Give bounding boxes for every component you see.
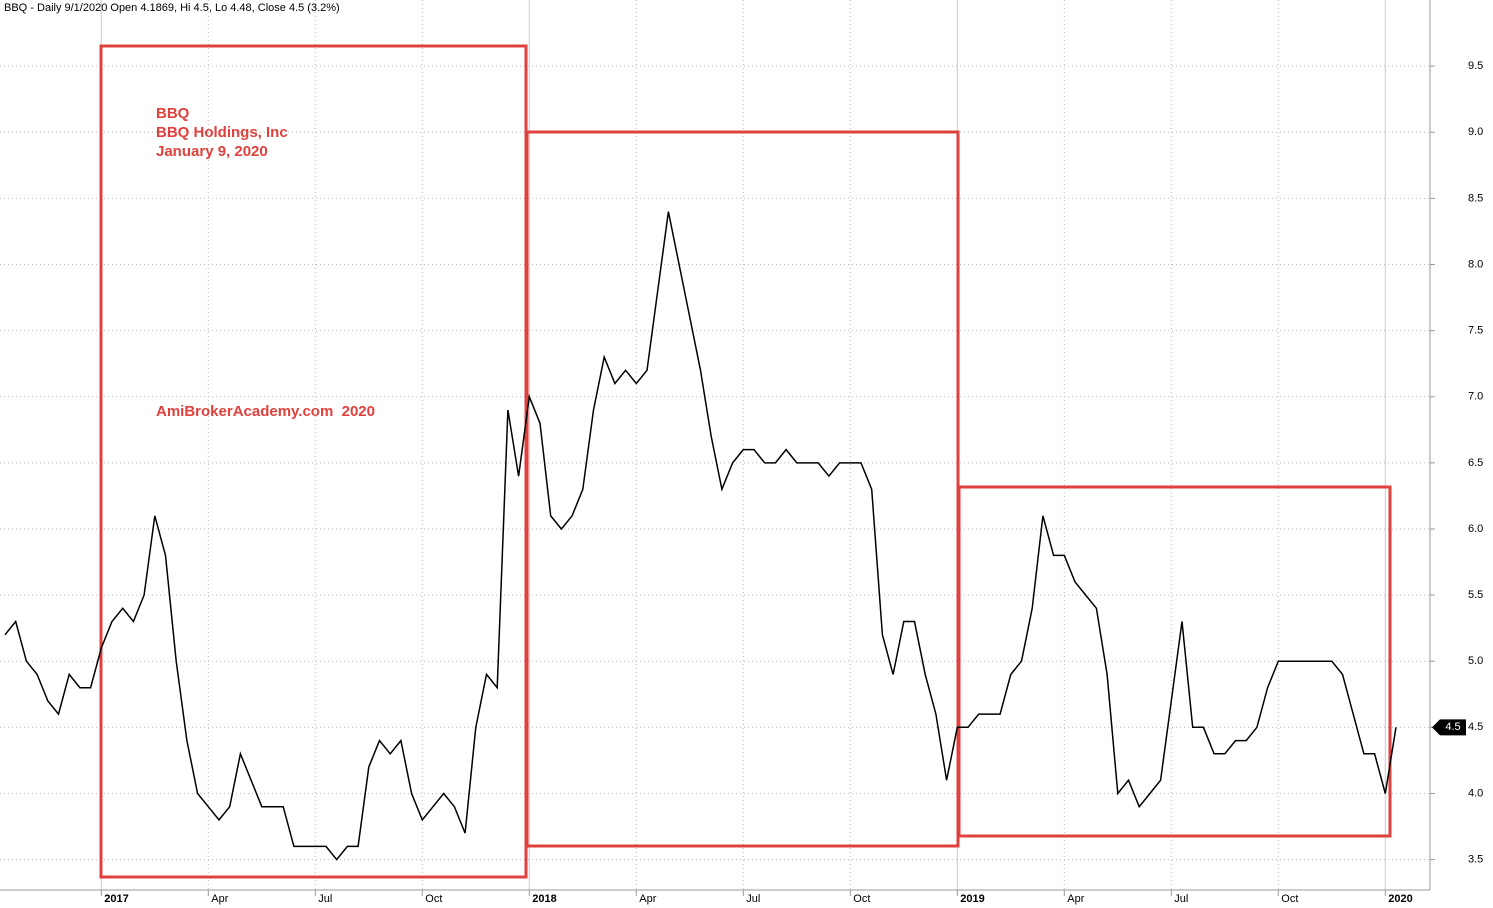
x-tick-label: Jul xyxy=(746,893,760,905)
price-line xyxy=(4,211,1397,861)
x-tick-label: Oct xyxy=(1281,893,1298,905)
x-tick-label: Oct xyxy=(425,893,442,905)
y-tick-label: 4.5 xyxy=(1468,721,1483,733)
x-tick-label: 2018 xyxy=(532,893,556,905)
y-tick-label: 3.5 xyxy=(1468,853,1483,865)
y-tick-label: 5.5 xyxy=(1468,589,1483,601)
x-tick-label: 2017 xyxy=(104,893,128,905)
x-tick-label: 2020 xyxy=(1388,893,1412,905)
range-boxes xyxy=(99,44,1392,879)
y-tick-label: 6.0 xyxy=(1468,523,1483,535)
chart-title: BBQ - Daily 9/1/2020 Open 4.1869, Hi 4.5… xyxy=(4,2,340,14)
last-price-label: 4.5 xyxy=(1445,721,1460,733)
y-tick-label: 8.0 xyxy=(1468,258,1483,270)
x-tick-label: Apr xyxy=(211,893,228,905)
x-tick-label: Jul xyxy=(1174,893,1188,905)
x-tick-label: Oct xyxy=(853,893,870,905)
y-tick-label: 7.5 xyxy=(1468,325,1483,337)
x-tick-label: Apr xyxy=(1067,893,1084,905)
last-price-tag xyxy=(1432,719,1466,736)
y-tick-label: 8.5 xyxy=(1468,192,1483,204)
annotation: BBQ xyxy=(156,105,190,122)
y-tick-label: 9.5 xyxy=(1468,60,1483,72)
y-tick-label: 6.5 xyxy=(1468,457,1483,469)
y-tick-label: 5.0 xyxy=(1468,655,1483,667)
x-tick-label: Jul xyxy=(318,893,332,905)
annotation: January 9, 2020 xyxy=(156,143,268,160)
annotation: BBQ Holdings, Inc xyxy=(156,124,288,141)
range-box xyxy=(957,485,1392,838)
annotation: AmiBrokerAcademy.com 2020 xyxy=(156,403,375,420)
y-tick-label: 9.0 xyxy=(1468,126,1483,138)
x-tick-label: 2019 xyxy=(960,893,984,905)
y-tick-label: 7.0 xyxy=(1468,391,1483,403)
y-tick-label: 4.0 xyxy=(1468,787,1483,799)
x-tick-label: Apr xyxy=(639,893,656,905)
